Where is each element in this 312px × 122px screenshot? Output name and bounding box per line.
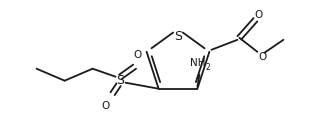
Text: S: S — [117, 74, 124, 87]
Text: O: O — [258, 52, 266, 62]
Text: O: O — [101, 101, 110, 111]
Text: O: O — [254, 10, 262, 20]
Text: NH: NH — [190, 58, 205, 68]
Text: O: O — [134, 50, 142, 60]
Text: 2: 2 — [205, 63, 210, 72]
Text: S: S — [174, 30, 182, 44]
